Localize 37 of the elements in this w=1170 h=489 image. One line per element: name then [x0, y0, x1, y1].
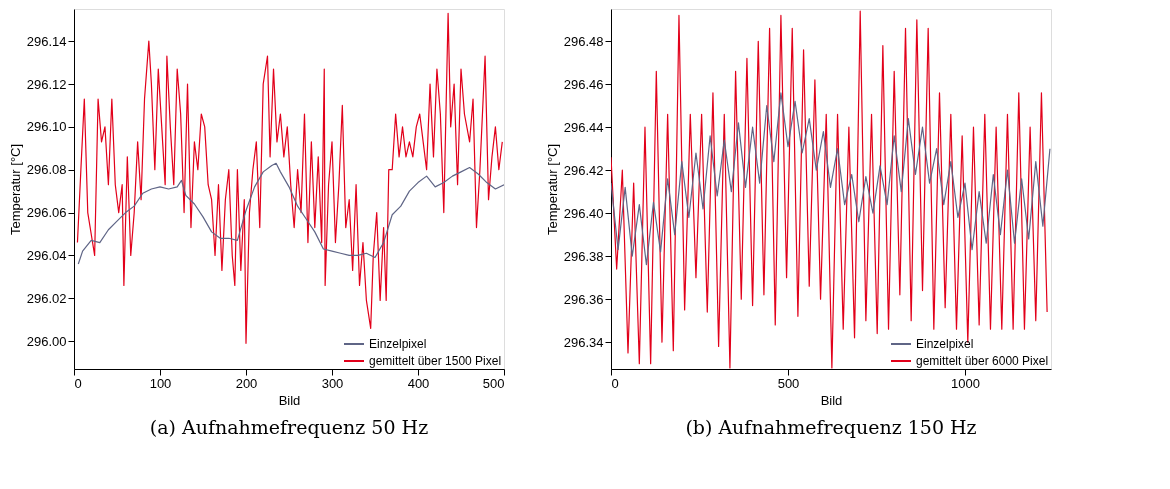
y-tick-label: 296.12 [26, 76, 67, 92]
y-tick-label: 296.06 [26, 205, 67, 221]
x-tick-label: 1000 [951, 375, 980, 391]
y-tick-label: 296.04 [26, 247, 67, 263]
y-tick-label: 296.00 [26, 333, 67, 349]
legend-label: Einzelpixel [916, 337, 974, 351]
x-tick-label: 0 [611, 375, 619, 391]
line-series [611, 92, 1051, 266]
y-tick-label: 296.08 [26, 162, 67, 178]
y-tick-label: 296.40 [563, 205, 604, 221]
x-tick-label: 500 [777, 375, 800, 391]
text: (b) Aufnahmefrequenz 150 Hz [685, 416, 977, 438]
legend-label: Einzelpixel [369, 337, 427, 351]
y-tick-label: 296.46 [563, 76, 604, 92]
x-tick-label: 500 [482, 375, 505, 391]
x-tick-label: 400 [407, 375, 430, 391]
y-tick-label: 296.36 [563, 291, 604, 307]
y-tick-label: 296.44 [563, 119, 604, 135]
legend-label: gemittelt über 1500 Pixel [369, 354, 502, 368]
text: (a) Aufnahmefrequenz 50 Hz [149, 416, 429, 438]
y-tick-label: 296.38 [563, 248, 604, 264]
y-tick-label: 296.10 [26, 119, 67, 135]
y-tick-label: 296.48 [563, 33, 604, 49]
y-tick-label: 296.42 [563, 162, 604, 178]
y-tick-label: 296.34 [563, 334, 604, 350]
x-tick-label: 200 [235, 375, 258, 391]
legend-label: gemittelt über 6000 Pixel [916, 354, 1049, 368]
y-axis-title: Temperatur [°C] [544, 143, 560, 236]
y-tick-label: 296.14 [26, 33, 67, 49]
x-tick-label: 300 [321, 375, 344, 391]
x-axis-title: Bild [278, 392, 301, 408]
x-tick-label: 100 [149, 375, 172, 391]
y-axis-title: Temperatur [°C] [7, 143, 23, 236]
x-tick-label: 0 [74, 375, 82, 391]
y-tick-label: 296.02 [26, 290, 67, 306]
x-axis-title: Bild [820, 392, 843, 408]
line-series [77, 162, 504, 265]
